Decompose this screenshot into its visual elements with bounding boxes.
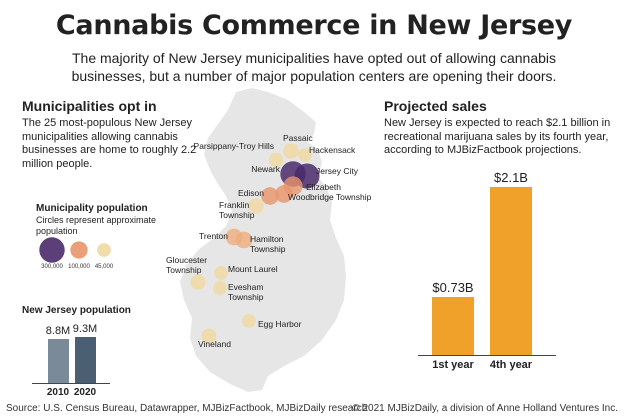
copyright-note: © 2021 MJBizDaily, a division of Anne Ho… — [352, 403, 618, 414]
page-subtitle: The majority of New Jersey municipalitie… — [71, 50, 557, 84]
city-label-mount-laurel: Mount Laurel — [228, 264, 278, 274]
projected-sales-text: New Jersey is expected to reach $2.1 bil… — [384, 117, 611, 156]
city-label-jersey-city: Jersey City — [316, 166, 359, 176]
nj-population-bar-2010 — [48, 339, 69, 383]
city-marker-edison — [261, 187, 279, 205]
sales-bar-4th-year — [490, 187, 532, 355]
legend-circle-100000 — [70, 241, 88, 259]
nj-population-value-2020: 9.3M — [72, 323, 98, 335]
source-note: Source: U.S. Census Bureau, Datawrapper,… — [6, 403, 368, 414]
nj-population-year-2010: 2010 — [46, 387, 70, 398]
city-label-newark: Newark — [251, 164, 281, 174]
sales-value-4th-year: $2.1B — [494, 170, 528, 185]
nj-population-year-2020: 2020 — [73, 387, 97, 398]
city-marker-evesham-township — [213, 281, 227, 295]
city-label-parsippany-troy-hills: Parsippany-Troy Hills — [194, 141, 274, 151]
municipalities-heading: Municipalities opt in — [22, 98, 157, 114]
projected-sales-heading: Projected sales — [384, 98, 487, 114]
legend-circle-45000 — [97, 243, 111, 257]
city-marker-parsippany-troy-hills — [268, 152, 284, 168]
city-marker-woodbridge-township — [275, 185, 293, 203]
page-title: Cannabis Commerce in New Jersey — [55, 10, 573, 41]
sales-axis — [418, 355, 556, 356]
sales-label-1st-year: 1st year — [432, 359, 474, 371]
sales-value-1st-year: $0.73B — [432, 279, 474, 295]
city-marker-franklin-township — [248, 198, 264, 214]
legend-title: Municipality population — [36, 203, 148, 214]
legend-label-100000: 100,000 — [68, 264, 90, 270]
legend-label-45000: 45,000 — [94, 264, 114, 270]
city-label-egg-harbor: Egg Harbor — [258, 319, 302, 329]
city-marker-vineland — [201, 328, 217, 344]
nj-population-bar-2020 — [75, 337, 96, 383]
city-label-gloucester-township: Gloucester Township — [166, 255, 207, 275]
city-label-hackensack: Hackensack — [309, 145, 356, 155]
nj-population-title: New Jersey population — [22, 305, 131, 316]
city-label-elizabeth: Elizabeth — [306, 182, 341, 192]
city-marker-hackensack — [298, 148, 312, 162]
city-label-vineland: Vineland — [198, 339, 231, 349]
city-label-trenton: Trenton — [199, 231, 228, 241]
sales-label-4th-year: 4th year — [489, 359, 533, 371]
city-marker-mount-laurel — [214, 266, 228, 280]
nj-population-value-2010: 8.8M — [45, 325, 71, 338]
city-label-hamilton-township: Hamilton Township — [250, 234, 286, 254]
sales-bar-1st-year — [432, 296, 474, 355]
city-marker-gloucester-township — [190, 274, 206, 290]
city-label-franklin-township: Franklin Township — [219, 200, 255, 220]
city-marker-egg-harbor — [242, 314, 256, 328]
city-marker-hamilton-township — [235, 231, 253, 249]
nj-population-axis — [32, 383, 110, 384]
legend-circle-300000 — [39, 237, 65, 263]
legend-label-300000: 300,000 — [41, 264, 63, 270]
city-label-evesham-township: Evesham Township — [228, 282, 264, 302]
city-marker-passaic — [283, 143, 299, 159]
city-label-woodbridge-township: Woodbridge Township — [288, 192, 372, 202]
legend-subtitle: Circles represent approximate population — [36, 215, 157, 236]
city-label-passaic: Passaic — [283, 133, 314, 143]
city-label-edison: Edison — [238, 188, 264, 198]
municipalities-text: The 25 most-populous New Jersey municipa… — [22, 117, 197, 170]
